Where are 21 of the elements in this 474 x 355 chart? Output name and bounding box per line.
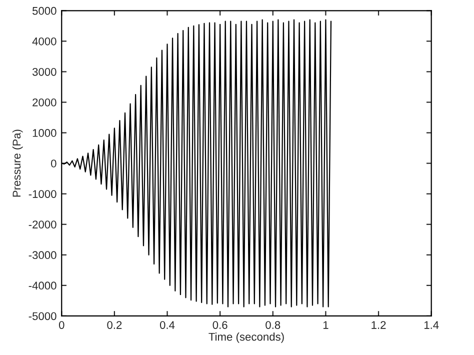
y-axis-title: Pressure (Pa) — [12, 130, 23, 197]
y-tick-label: -4000 — [28, 282, 56, 290]
y-tick-label: -2000 — [28, 220, 56, 228]
y-tick-label: 4000 — [32, 37, 56, 46]
y-tick-label: 0 — [51, 160, 56, 168]
x-tick-label: 0.8 — [266, 321, 280, 329]
x-tick-label: 1 — [323, 321, 328, 329]
y-tick-label: 1000 — [32, 129, 56, 137]
x-tick-label: 0 — [58, 321, 64, 329]
x-tick-label: 1.4 — [424, 321, 439, 329]
x-tick-label: 0.2 — [107, 321, 122, 329]
x-axis-title: Time (seconds) — [208, 332, 284, 343]
y-tick-label: -5000 — [28, 312, 56, 320]
y-tick-label: -3000 — [28, 251, 56, 260]
y-tick-label: 3000 — [32, 68, 56, 76]
x-tick-label: 1.2 — [372, 321, 386, 329]
y-tick-label: 2000 — [32, 98, 56, 106]
y-tick-label: 5000 — [32, 6, 56, 15]
x-tick-label: 0.6 — [212, 321, 228, 329]
y-tick-label: -1000 — [28, 190, 56, 198]
x-tick-label: 0.4 — [160, 321, 175, 329]
